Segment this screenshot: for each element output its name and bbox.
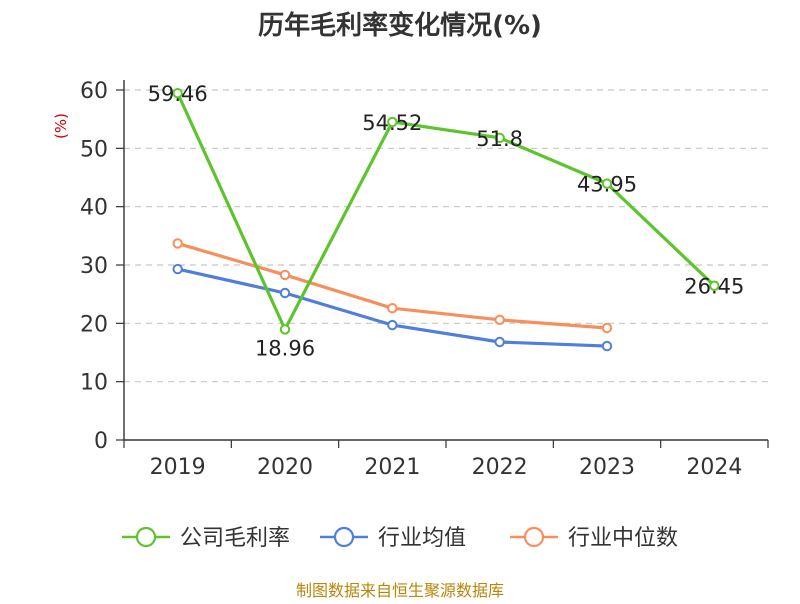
x-tick-label: 2019 [150,455,206,480]
x-tick-label: 2024 [686,455,742,480]
data-point[interactable] [387,302,398,314]
grid-lines [124,89,768,383]
series-layer [172,87,720,352]
chart-title: 历年毛利率变化情况(%) [258,10,542,41]
y-axis-label: (%) [52,113,70,139]
y-tick-label: 20 [80,312,108,337]
legend-marker [523,526,545,548]
data-point[interactable] [601,178,613,189]
legend-marker [135,526,157,548]
axes: 0 10 20 30 40 50 60 2019 2020 2021 2022 2023 2024 [80,79,769,480]
data-point[interactable] [172,238,183,249]
x-tick-label: 2021 [364,455,420,480]
data-label: 26.45 [684,275,744,299]
legend: 公司毛利率 行业均值 行业中位数 [122,526,678,551]
data-point[interactable] [172,87,183,99]
data-point[interactable] [494,336,505,348]
data-labels: 59.46 18.96 54.52 51.8 43.95 26.45 [148,82,745,360]
data-point[interactable] [279,269,291,281]
data-point[interactable] [279,287,291,299]
series-line [176,92,716,331]
data-point[interactable] [601,322,613,334]
data-label: 59.46 [148,82,208,106]
legend-item[interactable]: 行业均值 [320,526,466,551]
data-point[interactable] [279,324,291,335]
series-line [177,241,608,330]
data-point[interactable] [387,116,398,128]
legend-label: 行业中位数 [568,526,678,551]
data-point[interactable] [494,314,505,326]
data-label: 18.96 [255,336,315,360]
data-point[interactable] [387,319,398,331]
data-point[interactable] [494,132,505,144]
data-label: 54.52 [362,111,422,135]
y-tick-label: 0 [94,429,108,454]
legend-marker [333,526,355,548]
y-tick-label: 50 [80,137,108,162]
x-tick-label: 2022 [472,455,528,480]
data-source-note: 制图数据来自恒生聚源数据库 [296,581,504,600]
x-tick-label: 2020 [257,455,313,480]
data-label: 51.8 [476,127,523,151]
y-tick-label: 30 [80,254,108,279]
legend-label: 公司毛利率 [180,526,290,551]
x-tick-label: 2023 [579,455,635,480]
legend-item[interactable]: 公司毛利率 [122,526,290,551]
data-label: 43.95 [577,173,637,197]
legend-item[interactable]: 行业中位数 [510,526,678,551]
y-tick-label: 60 [80,79,108,104]
data-point[interactable] [172,263,183,275]
data-point[interactable] [709,280,720,291]
y-tick-label: 40 [80,196,108,221]
legend-label: 行业均值 [378,526,466,551]
data-point[interactable] [601,340,613,352]
y-tick-label: 10 [80,371,108,396]
